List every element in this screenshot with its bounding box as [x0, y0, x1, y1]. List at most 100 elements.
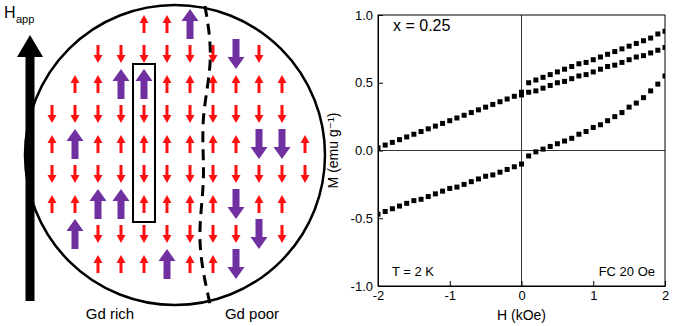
- y-tick-mark: [378, 286, 383, 287]
- x-axis-title: H (kOe): [497, 307, 546, 323]
- spin-moment: [278, 105, 287, 123]
- spin-moment: [186, 45, 195, 63]
- spin-moment: [117, 105, 126, 123]
- data-point: [462, 182, 467, 187]
- gd-moment: [228, 39, 245, 69]
- spin-moment: [71, 165, 80, 183]
- spin-moment: [209, 255, 218, 273]
- data-point: [426, 126, 431, 131]
- spin-moment: [94, 255, 103, 273]
- data-point: [462, 113, 467, 118]
- data-point: [411, 132, 416, 137]
- data-point: [584, 129, 589, 134]
- spin-moment: [48, 135, 57, 153]
- spin-moment: [140, 45, 149, 63]
- spin-moment: [209, 165, 218, 183]
- data-point: [426, 194, 431, 199]
- x-tick-mark: [593, 281, 594, 286]
- spin-moment: [140, 255, 149, 273]
- data-point: [526, 90, 531, 95]
- data-point: [533, 88, 538, 93]
- data-point: [541, 147, 546, 152]
- region-label: Gd rich: [86, 305, 134, 322]
- data-point: [490, 102, 495, 107]
- data-point: [627, 105, 632, 110]
- y-axis-title: M (emu g⁻¹): [325, 113, 341, 189]
- data-point: [519, 92, 524, 97]
- spin-moment: [140, 165, 149, 183]
- y-tick-label: 1.0: [355, 8, 373, 23]
- gd-moment: [113, 69, 130, 99]
- y-tick-mark: [378, 218, 383, 219]
- data-point: [648, 50, 653, 55]
- data-point: [526, 153, 531, 158]
- data-point: [433, 191, 438, 196]
- y-tick-label: -0.5: [351, 211, 373, 226]
- data-point: [627, 57, 632, 62]
- spin-moment: [163, 15, 172, 33]
- spin-moment: [186, 165, 195, 183]
- data-point: [440, 189, 445, 194]
- spin-moment: [117, 135, 126, 153]
- x-tick: 0: [518, 281, 525, 303]
- spin-moment: [278, 165, 287, 183]
- y-tick: 1.0: [355, 8, 383, 23]
- gd-moment: [182, 9, 199, 39]
- spin-moment: [232, 225, 241, 243]
- data-point: [512, 164, 517, 169]
- data-point: [555, 80, 560, 85]
- x-tick-label: 0: [518, 288, 525, 303]
- data-point: [378, 145, 381, 150]
- spin-moment: [163, 135, 172, 153]
- field-arrow: [17, 35, 43, 301]
- spin-moment: [278, 75, 287, 93]
- data-point: [476, 176, 481, 181]
- spin-moment: [255, 75, 264, 93]
- spin-moment: [209, 135, 218, 153]
- data-point: [569, 136, 574, 141]
- data-point: [612, 114, 617, 119]
- data-point: [584, 60, 589, 65]
- data-point: [591, 69, 596, 74]
- gd-moment: [67, 219, 84, 249]
- data-point: [605, 118, 610, 123]
- spin-moment: [163, 225, 172, 243]
- spin-moment: [186, 135, 195, 153]
- data-point: [591, 57, 596, 62]
- x-axis-line: [379, 286, 666, 287]
- gd-moment: [159, 249, 176, 279]
- data-point: [648, 36, 653, 41]
- data-point: [562, 79, 567, 84]
- spin-moment: [255, 165, 264, 183]
- figure: HappGd richGd poor-2-1012-1.0-0.50.00.51…: [0, 0, 675, 326]
- data-point: [419, 197, 424, 202]
- annotation: FC 20 Oe: [599, 264, 655, 279]
- data-point: [648, 88, 653, 93]
- spin-moment: [209, 105, 218, 123]
- spin-moment: [71, 75, 80, 93]
- plot-area: [378, 15, 665, 286]
- data-point: [440, 121, 445, 126]
- data-point: [519, 162, 524, 167]
- data-point: [533, 78, 538, 83]
- data-point: [619, 60, 624, 65]
- x-tick-label: -2: [373, 288, 385, 303]
- series: [378, 29, 665, 151]
- gd-moment: [113, 189, 130, 219]
- y-tick-label: 0.5: [355, 75, 373, 90]
- spins: [48, 9, 310, 279]
- data-point: [411, 198, 416, 203]
- data-point: [505, 97, 510, 102]
- y-tick-mark: [378, 15, 383, 16]
- spin-moment: [117, 225, 126, 243]
- data-point: [548, 72, 553, 77]
- data-point: [383, 209, 388, 214]
- spin-moment: [209, 225, 218, 243]
- spin-moment: [255, 195, 264, 213]
- zero-line-v: [521, 15, 522, 286]
- gd-moment: [136, 69, 153, 99]
- data-point: [483, 174, 488, 179]
- data-point: [605, 64, 610, 69]
- data-point: [605, 52, 610, 57]
- data-point: [404, 134, 409, 139]
